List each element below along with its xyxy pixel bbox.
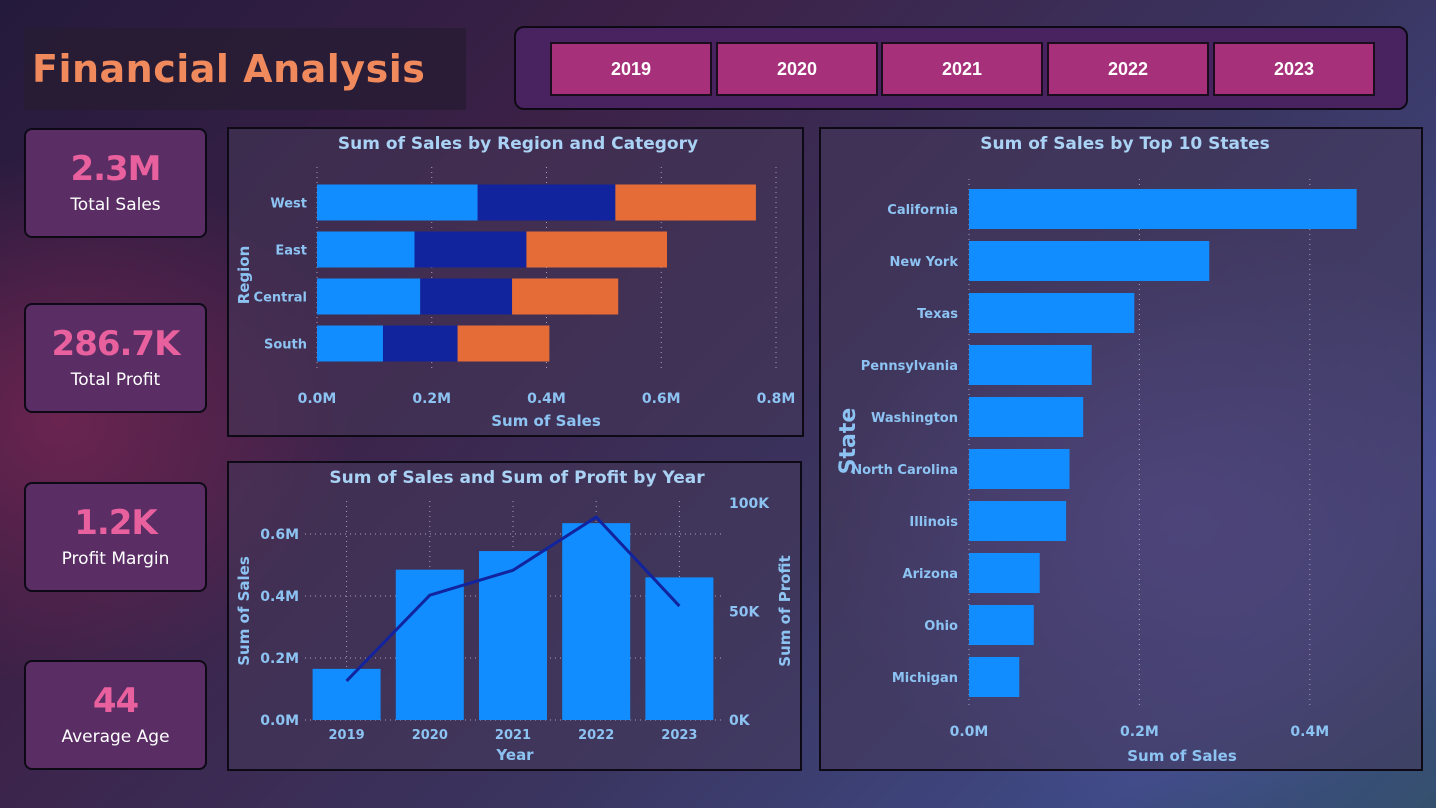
y2-tick-label: 100K [729, 496, 770, 512]
profit-line [345, 515, 681, 682]
x-tick-label: 2022 [578, 728, 614, 743]
bar-2021 [479, 551, 547, 720]
kpi-value: 286.7K [51, 324, 181, 365]
y-tick-label: Washington [871, 411, 958, 426]
bar-segment-central-1 [420, 278, 513, 315]
y-tick-label: Texas [917, 307, 958, 322]
kpi-total-sales: 2.3M Total Sales [24, 128, 207, 238]
y-tick-label: Michigan [892, 671, 958, 686]
year-button-2021[interactable]: 2021 [881, 42, 1043, 96]
x-tick-label: 0.0M [298, 391, 337, 407]
chart-sales-profit-year[interactable]: Sum of Sales and Sum of Profit by Year Y… [227, 461, 802, 771]
chart-title: Sum of Sales and Sum of Profit by Year [329, 468, 705, 488]
bar-ohio [969, 605, 1034, 645]
top-states-svg: Sum of Sales by Top 10 States Sum of Sal… [836, 134, 1357, 765]
bar-2020 [395, 569, 464, 720]
x-axis-label: Year [495, 746, 534, 764]
y-tick-label: New York [890, 255, 959, 270]
x-tick-label: 0.0M [950, 724, 989, 740]
bar-texas [969, 293, 1135, 333]
x-tick-label: 0.2M [412, 391, 451, 407]
y2-tick-label: 0K [729, 713, 751, 729]
y-tick-label: 0.2M [260, 651, 299, 667]
page-title: Financial Analysis [32, 47, 426, 91]
y-tick-label: Ohio [924, 619, 958, 634]
kpi-profit-margin: 1.2K Profit Margin [24, 482, 207, 592]
kpi-total-profit: 286.7K Total Profit [24, 303, 207, 413]
x-tick-label: 0.2M [1120, 724, 1159, 740]
bar-segment-west-0 [317, 184, 478, 221]
bar-michigan [969, 657, 1020, 697]
x-axis-label: Sum of Sales [1127, 747, 1237, 765]
chart-region-category[interactable]: Sum of Sales by Region and Category Sum … [227, 127, 804, 437]
region-category-svg: Sum of Sales by Region and Category Sum … [235, 134, 796, 430]
x-tick-label: 0.4M [527, 391, 566, 407]
bar-2023 [645, 577, 714, 720]
kpi-value: 44 [92, 681, 139, 722]
x-tick-label: 2021 [495, 728, 531, 743]
y-axis-label: Sum of Sales [235, 556, 253, 666]
bar-segment-central-0 [317, 278, 421, 315]
bar-2022 [562, 523, 631, 720]
y-tick-label: Arizona [903, 567, 958, 582]
chart-title: Sum of Sales by Top 10 States [980, 134, 1270, 154]
y-tick-label: South [264, 338, 307, 353]
y2-axis-label: Sum of Profit [776, 555, 794, 666]
y-tick-label: California [887, 203, 958, 218]
y-tick-label: 0.4M [260, 589, 299, 605]
y-axis-label: State [836, 408, 861, 475]
y-tick-label: Illinois [909, 515, 958, 530]
bar-pennsylvania [969, 345, 1092, 385]
kpi-label: Profit Margin [61, 548, 170, 569]
y-tick-label: West [270, 197, 307, 212]
year-button-2020[interactable]: 2020 [716, 42, 878, 96]
chart-title: Sum of Sales by Region and Category [338, 134, 698, 154]
y-tick-label: 0.0M [260, 713, 299, 729]
bar-segment-east-2 [526, 231, 667, 268]
x-tick-label: 2019 [329, 728, 365, 743]
kpi-average-age: 44 Average Age [24, 660, 207, 770]
x-tick-label: 0.4M [1290, 724, 1329, 740]
x-tick-label: 0.6M [642, 391, 681, 407]
y-tick-label: Central [254, 291, 307, 306]
y2-tick-label: 50K [729, 605, 760, 621]
y-tick-label: 0.6M [260, 527, 299, 543]
bar-illinois [969, 501, 1067, 541]
y-tick-label: Pennsylvania [861, 359, 958, 374]
kpi-label: Total Profit [70, 369, 161, 390]
bar-2019 [312, 668, 381, 720]
bar-north-carolina [969, 449, 1070, 489]
x-axis-label: Sum of Sales [491, 412, 601, 430]
chart-top-states[interactable]: Sum of Sales by Top 10 States Sum of Sal… [819, 127, 1423, 771]
bar-arizona [969, 553, 1040, 593]
sales-profit-svg: Sum of Sales and Sum of Profit by Year Y… [235, 468, 794, 764]
bar-segment-east-0 [317, 231, 415, 268]
y-axis-label: Region [235, 246, 253, 305]
bar-segment-south-1 [382, 325, 458, 362]
x-tick-label: 2023 [661, 728, 697, 743]
title-panel: Financial Analysis [24, 28, 466, 110]
bar-segment-central-2 [512, 278, 619, 315]
y-tick-label: East [275, 244, 307, 259]
year-button-2022[interactable]: 2022 [1047, 42, 1209, 96]
kpi-label: Total Sales [70, 194, 161, 215]
bar-new-york [969, 241, 1210, 281]
x-tick-label: 2020 [412, 728, 448, 743]
bar-segment-west-2 [615, 184, 756, 221]
bar-california [969, 189, 1357, 229]
year-button-2019[interactable]: 2019 [550, 42, 712, 96]
year-button-2023[interactable]: 2023 [1213, 42, 1375, 96]
bar-segment-west-1 [477, 184, 616, 221]
bar-segment-east-1 [414, 231, 527, 268]
x-tick-label: 0.8M [757, 391, 796, 407]
y-tick-label: North Carolina [851, 463, 958, 478]
kpi-label: Average Age [61, 726, 170, 747]
year-slicer: 2019 2020 2021 2022 2023 [514, 26, 1408, 110]
kpi-value: 2.3M [70, 149, 161, 190]
bar-segment-south-2 [457, 325, 550, 362]
bar-washington [969, 397, 1084, 437]
kpi-value: 1.2K [74, 503, 158, 544]
bar-segment-south-0 [317, 325, 383, 362]
